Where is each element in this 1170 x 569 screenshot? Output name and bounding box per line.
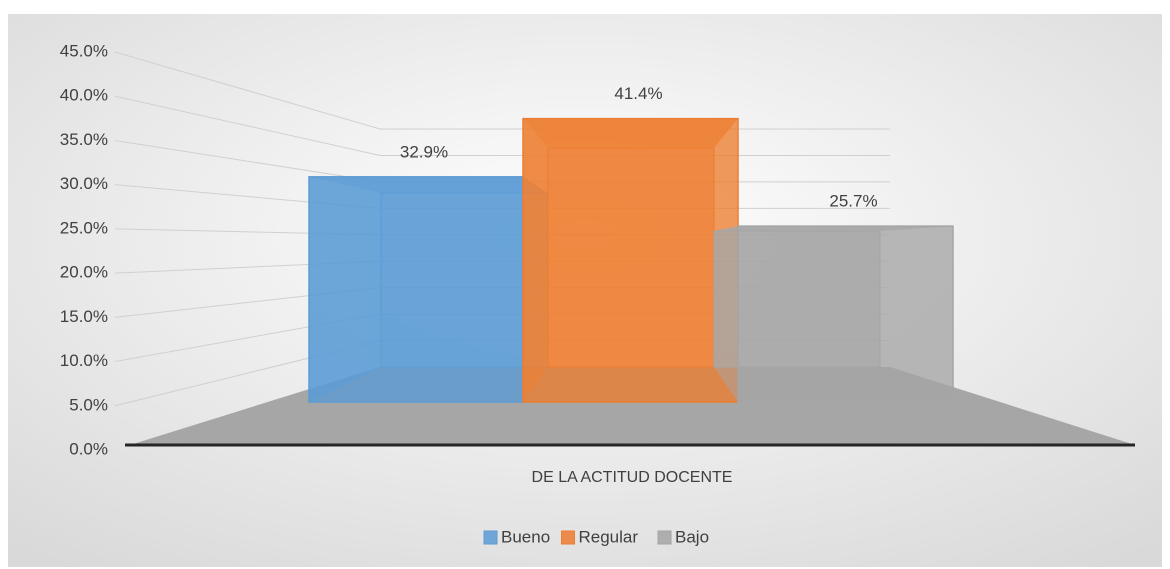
y-tick-label: 30.0% [60, 174, 108, 193]
bar [308, 176, 549, 403]
y-tick-label: 20.0% [60, 263, 108, 282]
y-tick-label: 15.0% [60, 307, 108, 326]
bar [713, 225, 954, 403]
data-label: 32.9% [400, 142, 448, 161]
x-tick-label: DE LA ACTITUD DOCENTE [532, 469, 733, 486]
y-tick-label: 40.0% [60, 86, 108, 105]
data-label: 41.4% [614, 84, 662, 103]
legend-label: Regular [579, 527, 639, 546]
y-tick-label: 45.0% [60, 41, 108, 60]
legend-label: Bajo [675, 527, 709, 546]
bar [522, 117, 739, 403]
legend-swatch [657, 530, 672, 545]
y-tick-label: 25.0% [60, 218, 108, 237]
y-tick-label: 10.0% [60, 351, 108, 370]
bar-front [737, 225, 954, 403]
legend-label: Bueno [501, 527, 550, 546]
y-tick-label: 5.0% [69, 395, 108, 414]
bar-side [714, 226, 738, 402]
y-tick-label: 35.0% [60, 130, 108, 149]
legend-swatch [483, 530, 498, 545]
legend-swatch [561, 530, 575, 545]
bar-front [308, 176, 524, 403]
y-tick-label: 0.0% [69, 439, 108, 458]
data-label: 25.7% [829, 192, 877, 211]
bar-front [522, 117, 739, 403]
